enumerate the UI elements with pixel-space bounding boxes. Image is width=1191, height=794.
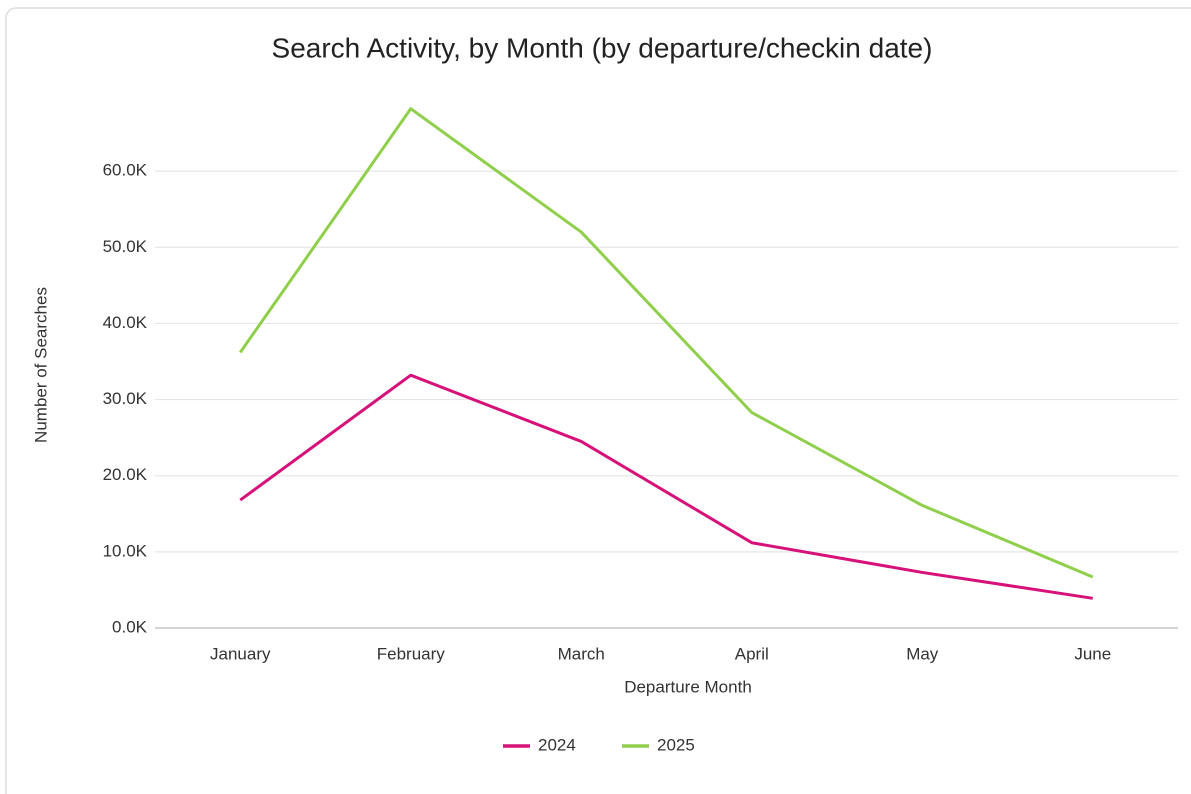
x-tick-label: April [735, 644, 769, 663]
y-tick-label: 50.0K [103, 237, 148, 256]
x-axis-label: Departure Month [624, 677, 752, 696]
legend-label: 2024 [538, 735, 576, 754]
x-tick-label: February [377, 644, 446, 663]
line-series [239, 373, 1093, 600]
chart-title: Search Activity, by Month (by departure/… [272, 32, 933, 63]
legend-label: 2025 [657, 735, 695, 754]
y-tick-label: 40.0K [103, 313, 148, 332]
x-tick-label: January [210, 644, 271, 663]
y-axis-label: Number of Searches [31, 287, 50, 443]
card [5, 7, 1191, 794]
x-tick-label: June [1074, 644, 1111, 663]
x-tick-label: May [906, 644, 939, 663]
y-tick-label: 30.0K [103, 389, 148, 408]
y-tick-label: 20.0K [103, 465, 148, 484]
x-tick-label: March [558, 644, 605, 663]
y-tick-label: 10.0K [103, 541, 148, 560]
y-tick-label: 0.0K [112, 617, 148, 636]
y-tick-label: 60.0K [103, 161, 148, 180]
line-series [239, 107, 1094, 579]
